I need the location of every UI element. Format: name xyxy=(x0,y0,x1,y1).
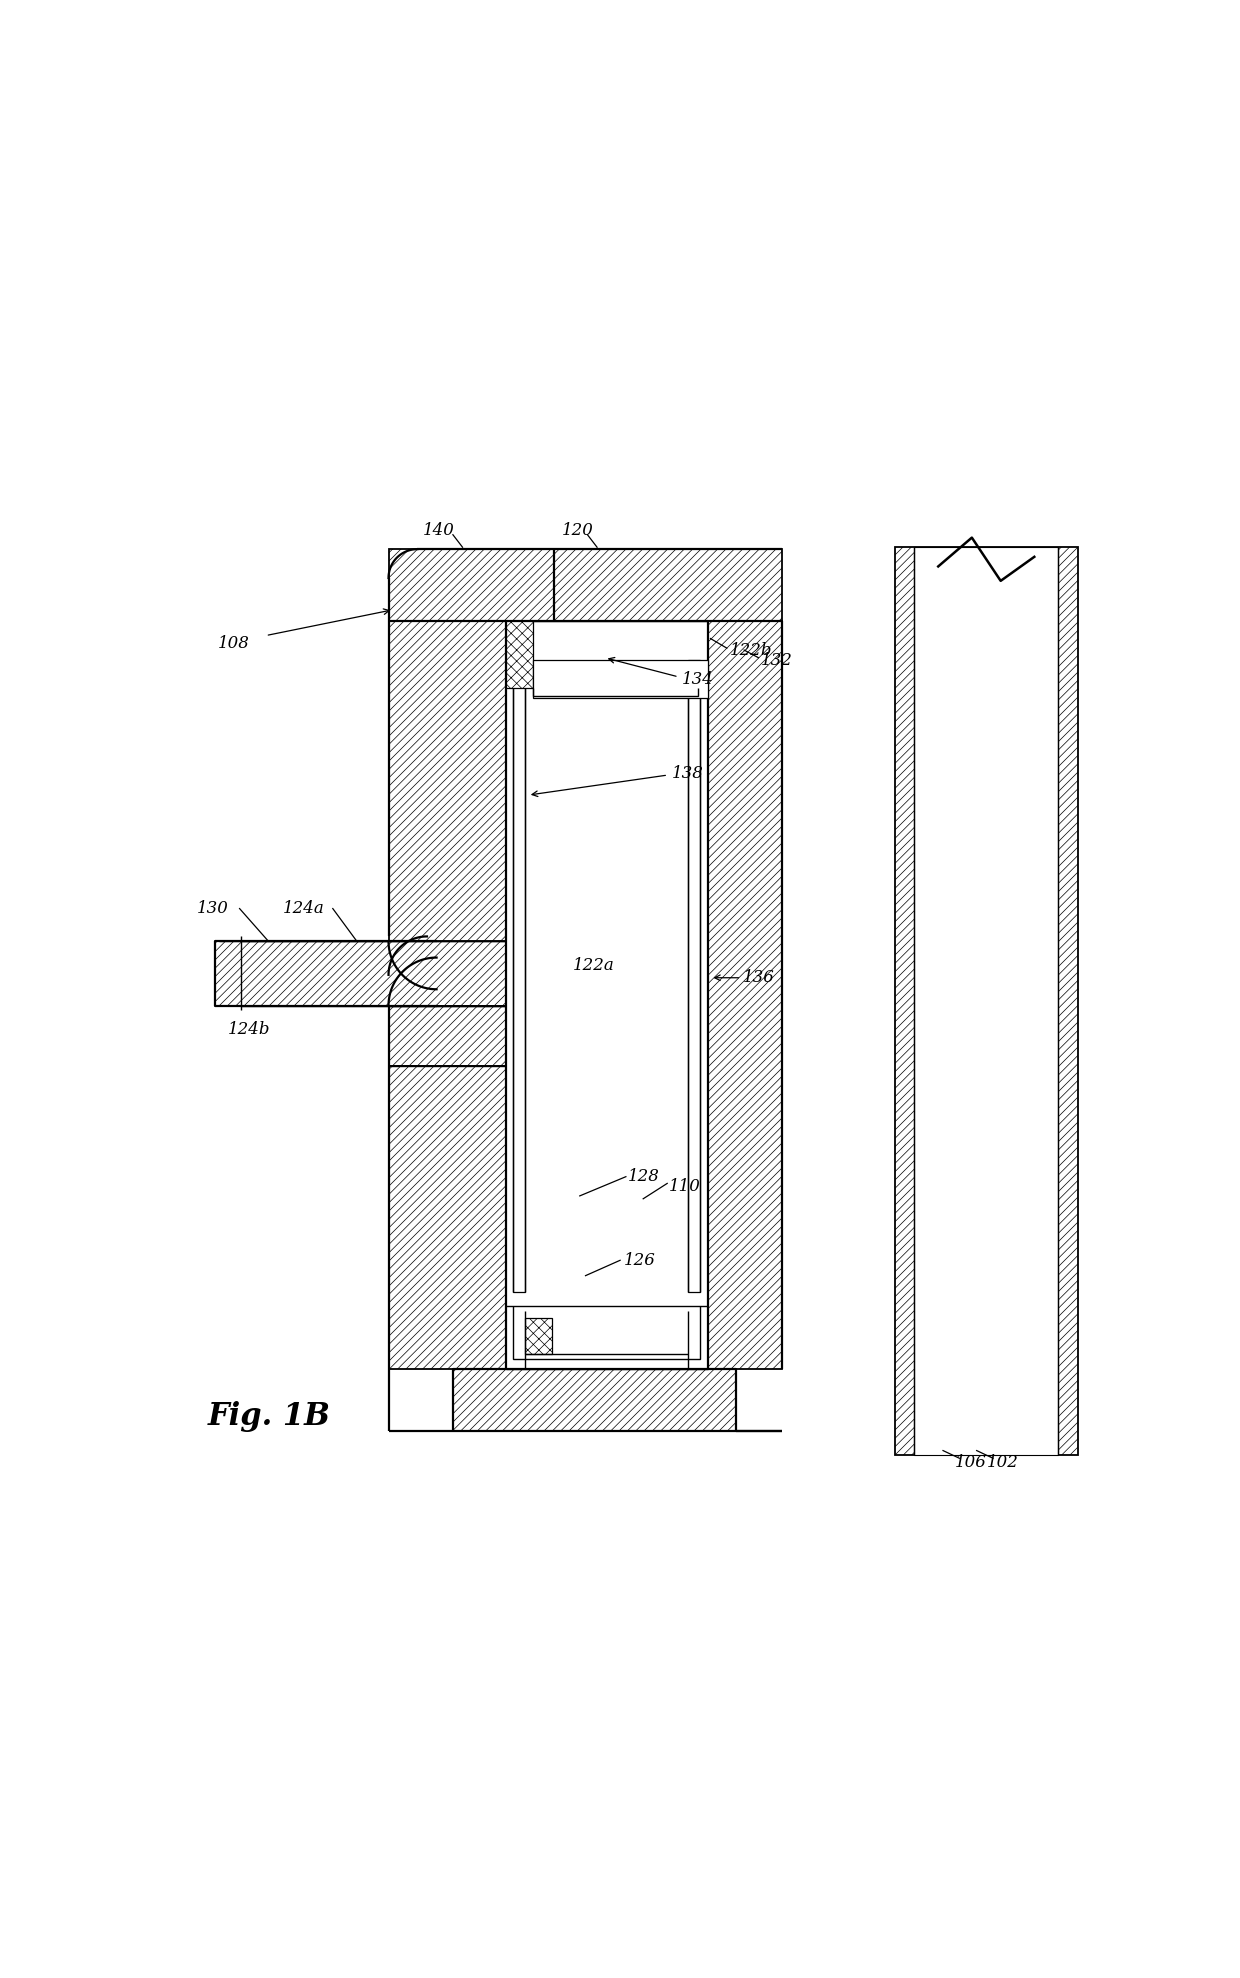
Text: 108: 108 xyxy=(218,635,249,653)
Bar xyxy=(513,659,525,1292)
Bar xyxy=(554,550,781,621)
Text: 122b: 122b xyxy=(729,641,773,659)
Bar xyxy=(533,659,708,698)
Bar xyxy=(388,621,506,1005)
Text: 136: 136 xyxy=(743,969,775,987)
Bar xyxy=(688,659,699,1292)
Text: 130: 130 xyxy=(197,900,228,918)
Bar xyxy=(506,621,533,688)
Text: 102: 102 xyxy=(987,1454,1019,1470)
Bar xyxy=(453,1369,737,1432)
Text: 110: 110 xyxy=(670,1177,701,1195)
Bar xyxy=(708,621,781,1369)
Bar xyxy=(388,550,554,621)
Text: 128: 128 xyxy=(627,1169,660,1185)
Text: Fig. 1B: Fig. 1B xyxy=(208,1402,331,1432)
Text: 134: 134 xyxy=(682,671,713,688)
Text: 124a: 124a xyxy=(283,900,325,918)
Bar xyxy=(388,1066,506,1369)
Bar xyxy=(895,548,1078,1456)
Text: 124b: 124b xyxy=(228,1021,270,1038)
Text: 122a: 122a xyxy=(573,957,614,973)
Text: 106: 106 xyxy=(955,1454,987,1470)
Text: 120: 120 xyxy=(562,522,594,540)
Text: 140: 140 xyxy=(423,522,454,540)
Text: 132: 132 xyxy=(760,653,792,669)
Bar xyxy=(506,621,708,1369)
Text: 126: 126 xyxy=(624,1252,656,1268)
Bar xyxy=(914,548,1058,1456)
Bar xyxy=(388,1005,506,1066)
Bar xyxy=(215,942,506,1005)
Text: 138: 138 xyxy=(672,765,704,781)
Bar xyxy=(525,1317,552,1355)
